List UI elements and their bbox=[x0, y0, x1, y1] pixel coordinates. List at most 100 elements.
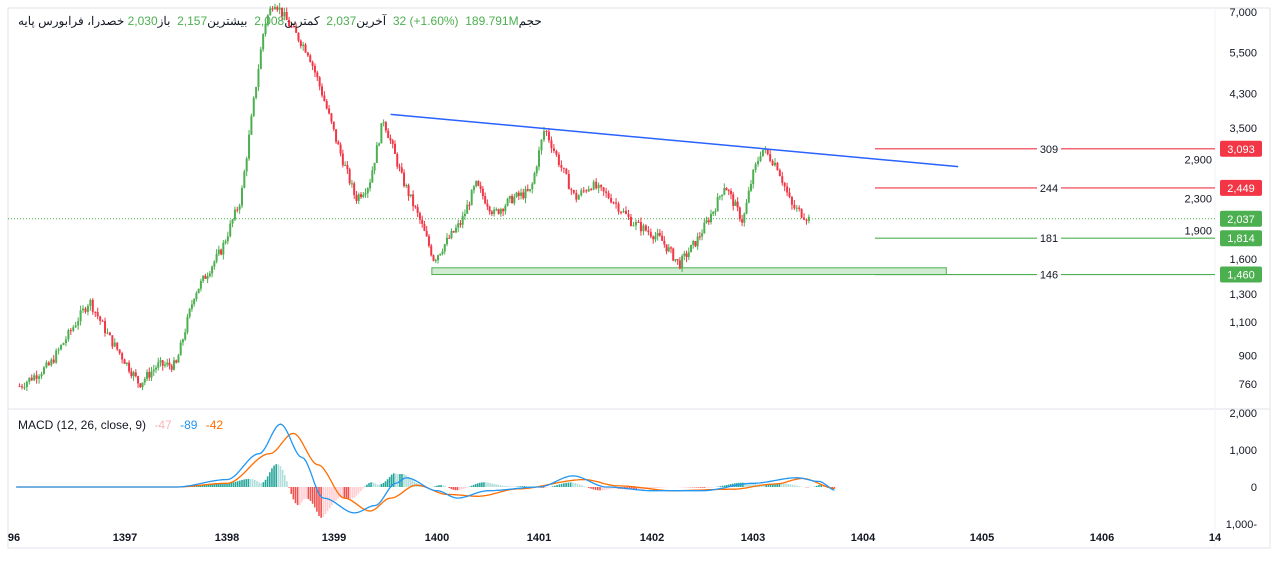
histogram-bar bbox=[370, 482, 372, 487]
candle-body bbox=[430, 245, 433, 256]
candle-body bbox=[217, 249, 220, 254]
candle-body bbox=[450, 231, 453, 239]
candle-body bbox=[540, 139, 543, 151]
price-tag-label: 3,093 bbox=[1227, 144, 1255, 156]
candle-body bbox=[488, 206, 491, 212]
candle-body bbox=[778, 170, 781, 177]
histogram-bar bbox=[474, 484, 477, 487]
candle-body bbox=[729, 190, 732, 195]
candle-body bbox=[389, 138, 392, 141]
candle-body bbox=[134, 372, 137, 377]
candle-body bbox=[348, 169, 351, 184]
low-value: 2,008 bbox=[254, 14, 285, 28]
level-note: 309 bbox=[1040, 144, 1058, 156]
candle-body bbox=[292, 26, 295, 28]
macd-axis-label: 2,000 bbox=[1229, 408, 1257, 420]
candle-body bbox=[567, 173, 570, 190]
histogram-bar bbox=[454, 487, 457, 491]
candle-body bbox=[656, 232, 659, 237]
histogram-bar bbox=[390, 474, 393, 487]
candle-body bbox=[610, 198, 613, 203]
candle-body bbox=[547, 131, 550, 141]
candle-body bbox=[585, 190, 588, 192]
histogram-bar bbox=[380, 484, 383, 487]
candle-body bbox=[222, 242, 225, 255]
candle-body bbox=[257, 69, 260, 87]
histogram-bar bbox=[236, 481, 239, 487]
candle-body bbox=[800, 208, 803, 218]
histogram-bar bbox=[440, 485, 442, 487]
level-note: 181 bbox=[1040, 233, 1058, 245]
candle-body bbox=[774, 162, 776, 166]
candle-body bbox=[99, 316, 102, 321]
candle-body bbox=[538, 150, 540, 167]
price-axis-label: 3,500 bbox=[1229, 123, 1257, 135]
price-axis-label: 900 bbox=[1239, 351, 1257, 363]
histogram-bar bbox=[311, 487, 314, 504]
candle-body bbox=[231, 219, 234, 224]
candle-body bbox=[466, 204, 469, 214]
candle-body bbox=[504, 205, 507, 212]
candle-body bbox=[206, 276, 209, 279]
candle-body bbox=[278, 7, 281, 10]
macd-title: MACD (12, 26, close, 9) bbox=[18, 418, 147, 432]
histogram-bar bbox=[744, 482, 746, 487]
candle-body bbox=[233, 209, 236, 220]
candle-body bbox=[238, 205, 241, 210]
candle-body bbox=[273, 6, 276, 10]
histogram-bar bbox=[505, 486, 508, 487]
histogram-bar bbox=[251, 479, 254, 487]
histogram-bar bbox=[487, 482, 489, 487]
histogram-bar bbox=[290, 487, 292, 494]
histogram-bar bbox=[335, 487, 337, 501]
price-tag-label: 2,449 bbox=[1227, 183, 1255, 195]
candle-body bbox=[285, 11, 288, 20]
candle-body bbox=[229, 223, 232, 237]
candle-body bbox=[35, 375, 38, 379]
candle-body bbox=[674, 259, 677, 261]
histogram-bar bbox=[481, 482, 483, 487]
histogram-bar bbox=[241, 479, 243, 487]
macd-legend[interactable]: MACD (12, 26, close, 9) -47 -89 -42 bbox=[18, 418, 228, 432]
candle-body bbox=[445, 237, 448, 245]
candle-body bbox=[364, 193, 367, 195]
candle-body bbox=[736, 201, 739, 208]
candle-body bbox=[692, 240, 695, 245]
candle-body bbox=[398, 166, 401, 168]
candle-body bbox=[190, 304, 193, 309]
histogram-bar bbox=[659, 487, 661, 488]
histogram-bar bbox=[528, 486, 530, 487]
histogram-bar bbox=[780, 483, 783, 487]
candle-body bbox=[341, 153, 344, 166]
candle-body bbox=[101, 320, 104, 322]
candle-body bbox=[612, 202, 615, 204]
candle-body bbox=[437, 255, 440, 261]
histogram-bar bbox=[256, 480, 258, 487]
histogram-bar bbox=[776, 483, 778, 487]
candle-body bbox=[243, 171, 246, 188]
histogram-bar bbox=[709, 487, 712, 488]
symbol-header: خصدرا، فرابورس پایه 2,030 باز 2,157 بیشت… bbox=[18, 14, 542, 28]
price-tag-label: 1,814 bbox=[1227, 233, 1255, 245]
candle-body bbox=[304, 44, 307, 53]
histogram-bar bbox=[587, 487, 590, 488]
macd-histogram bbox=[177, 464, 836, 518]
histogram-bar bbox=[603, 487, 606, 491]
candle-body bbox=[472, 186, 475, 191]
candle-body bbox=[86, 305, 89, 312]
candle-body bbox=[716, 197, 719, 212]
candle-body bbox=[405, 185, 408, 187]
candle-body bbox=[421, 219, 424, 224]
candle-body bbox=[457, 223, 460, 228]
histogram-bar bbox=[364, 486, 366, 487]
candle-body bbox=[681, 255, 684, 269]
candle-body bbox=[707, 220, 710, 223]
macd-value: -89 bbox=[180, 418, 198, 432]
candle-body bbox=[443, 244, 446, 252]
histogram-bar bbox=[578, 484, 581, 487]
candle-body bbox=[757, 160, 760, 165]
histogram-bar bbox=[207, 484, 210, 487]
histogram-bar bbox=[787, 483, 789, 487]
histogram-bar bbox=[655, 487, 657, 489]
